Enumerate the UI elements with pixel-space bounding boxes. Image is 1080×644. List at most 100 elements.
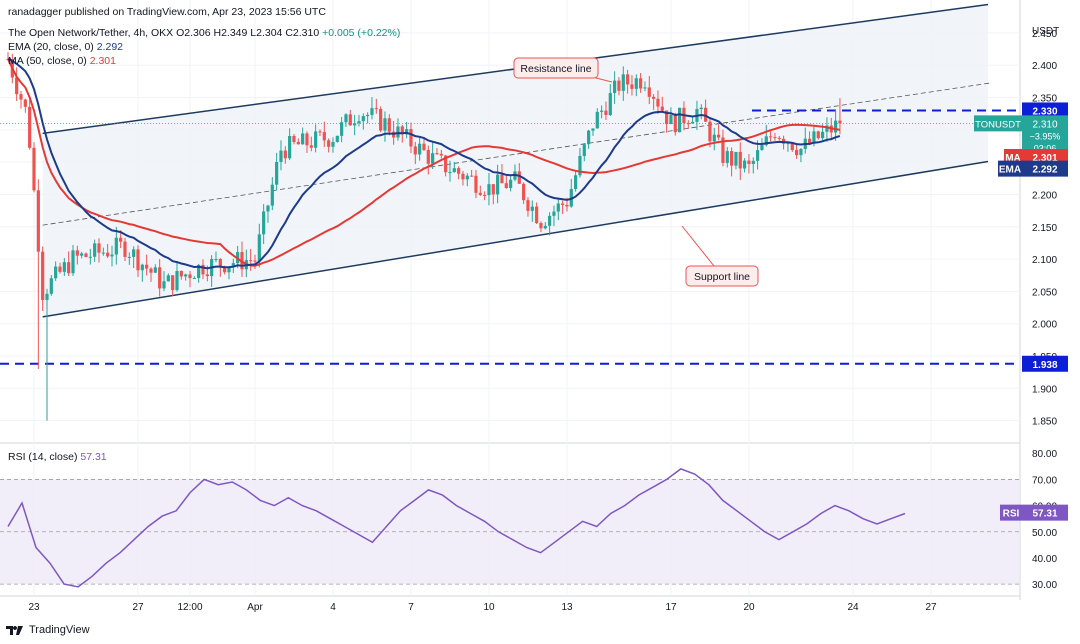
candle-body — [331, 141, 335, 147]
candle-body — [54, 266, 58, 279]
support-callout-label: Support line — [694, 271, 750, 283]
candle-body — [825, 125, 829, 132]
candle-body — [357, 121, 361, 124]
candle-body — [652, 96, 656, 99]
candle-body — [149, 268, 153, 273]
time-tick-label: 12:00 — [177, 602, 202, 613]
candle-body — [543, 225, 547, 229]
ema-value-badge-bg — [1022, 160, 1068, 177]
candle-body — [175, 270, 179, 291]
candle-body — [626, 74, 630, 85]
candle-body — [145, 264, 149, 269]
candle-body — [777, 137, 781, 139]
candle-body — [58, 266, 62, 272]
candle-body — [71, 250, 75, 274]
candle-body — [67, 262, 71, 274]
candle-body — [171, 275, 175, 291]
candle-body — [743, 160, 747, 169]
candle-body — [305, 133, 309, 146]
candle-body — [669, 114, 673, 125]
candle-body — [578, 155, 582, 176]
tradingview-logo[interactable]: TradingView — [6, 624, 90, 636]
ema-legend[interactable]: EMA (20, close, 0) 2.292 — [8, 41, 123, 53]
candle-body — [591, 128, 595, 131]
ma-legend[interactable]: MA (50, close, 0) 2.301 — [8, 55, 116, 67]
price-tick-label: 2.400 — [1032, 61, 1057, 72]
bar-countdown: 03:06 — [1034, 143, 1057, 153]
resistance-callout-box — [513, 57, 599, 79]
candle-body — [127, 256, 131, 258]
level-bottom-badge: 1.938 — [1032, 360, 1057, 371]
level-top-badge-bg — [1022, 102, 1068, 119]
rsi-legend[interactable]: RSI (14, close) 57.31 — [8, 451, 107, 463]
candle-body — [162, 281, 166, 289]
candle-body — [500, 174, 504, 184]
ticker-badge-bg — [974, 115, 1022, 132]
ma-value-badge: 2.301 — [1032, 153, 1057, 164]
candle-body — [322, 132, 326, 141]
candle-body — [214, 259, 218, 261]
candle-body — [101, 252, 105, 254]
candle-body — [769, 136, 773, 138]
candle-body — [756, 150, 760, 161]
support-callout-box — [685, 265, 759, 287]
candle-body — [361, 116, 365, 122]
rsi-value-badge-bg — [1022, 504, 1068, 521]
candle-body — [491, 184, 495, 195]
candle-body — [28, 106, 32, 148]
candle-body — [691, 121, 695, 124]
candle-body — [678, 107, 682, 133]
rsi-line — [7, 468, 906, 588]
level-top-badge: 2.330 — [1032, 106, 1057, 117]
candle-body — [461, 173, 465, 180]
candle-body — [764, 136, 768, 146]
candle-body — [383, 118, 387, 131]
candle-body — [218, 259, 222, 267]
candle-body — [548, 215, 552, 226]
candle-body — [153, 267, 157, 273]
candle-body — [23, 99, 27, 107]
last-price-block — [1022, 115, 1068, 156]
candle-body — [192, 278, 196, 280]
rsi-tag-badge: RSI — [1003, 509, 1020, 520]
candle-body — [387, 118, 391, 132]
candle-body — [604, 110, 608, 115]
channel-fill — [42, 4, 988, 317]
time-tick-label: 24 — [847, 602, 859, 613]
ema-tag-badge-bg — [998, 160, 1022, 177]
candle-body — [136, 249, 140, 271]
price-tick-label: 1.900 — [1032, 384, 1057, 395]
candle-body — [439, 153, 443, 156]
candle-body — [699, 107, 703, 110]
tradingview-logo-icon — [6, 625, 23, 635]
candle-body — [223, 266, 227, 273]
candle-body — [574, 175, 578, 190]
tradingview-brand: TradingView — [29, 624, 90, 636]
candle-body — [556, 203, 560, 212]
rsi-tag-badge-bg — [1000, 504, 1022, 521]
price-tick-label: 1.850 — [1032, 417, 1057, 428]
candle-body — [93, 243, 97, 257]
candle-body — [660, 106, 664, 111]
candle-body — [730, 151, 734, 166]
candle-body — [582, 144, 586, 156]
candle-body — [444, 155, 448, 173]
candle-body — [140, 264, 144, 271]
candle-body — [643, 87, 647, 89]
time-tick-label: 27 — [132, 602, 144, 613]
rsi-tick-label: 40.00 — [1032, 554, 1057, 565]
candle-body — [158, 267, 162, 289]
candle-body — [41, 251, 45, 300]
ma50-line — [7, 58, 841, 267]
candle-body — [197, 264, 201, 279]
candle-body — [119, 237, 123, 242]
candle-body — [45, 293, 49, 300]
candle-body — [227, 266, 231, 273]
candle-body — [184, 274, 188, 277]
time-tick-label: 20 — [743, 602, 755, 613]
candle-body — [721, 137, 725, 163]
candle-body — [301, 133, 305, 145]
candle-body — [80, 253, 84, 256]
resistance-callout-label: Resistance line — [520, 63, 591, 75]
